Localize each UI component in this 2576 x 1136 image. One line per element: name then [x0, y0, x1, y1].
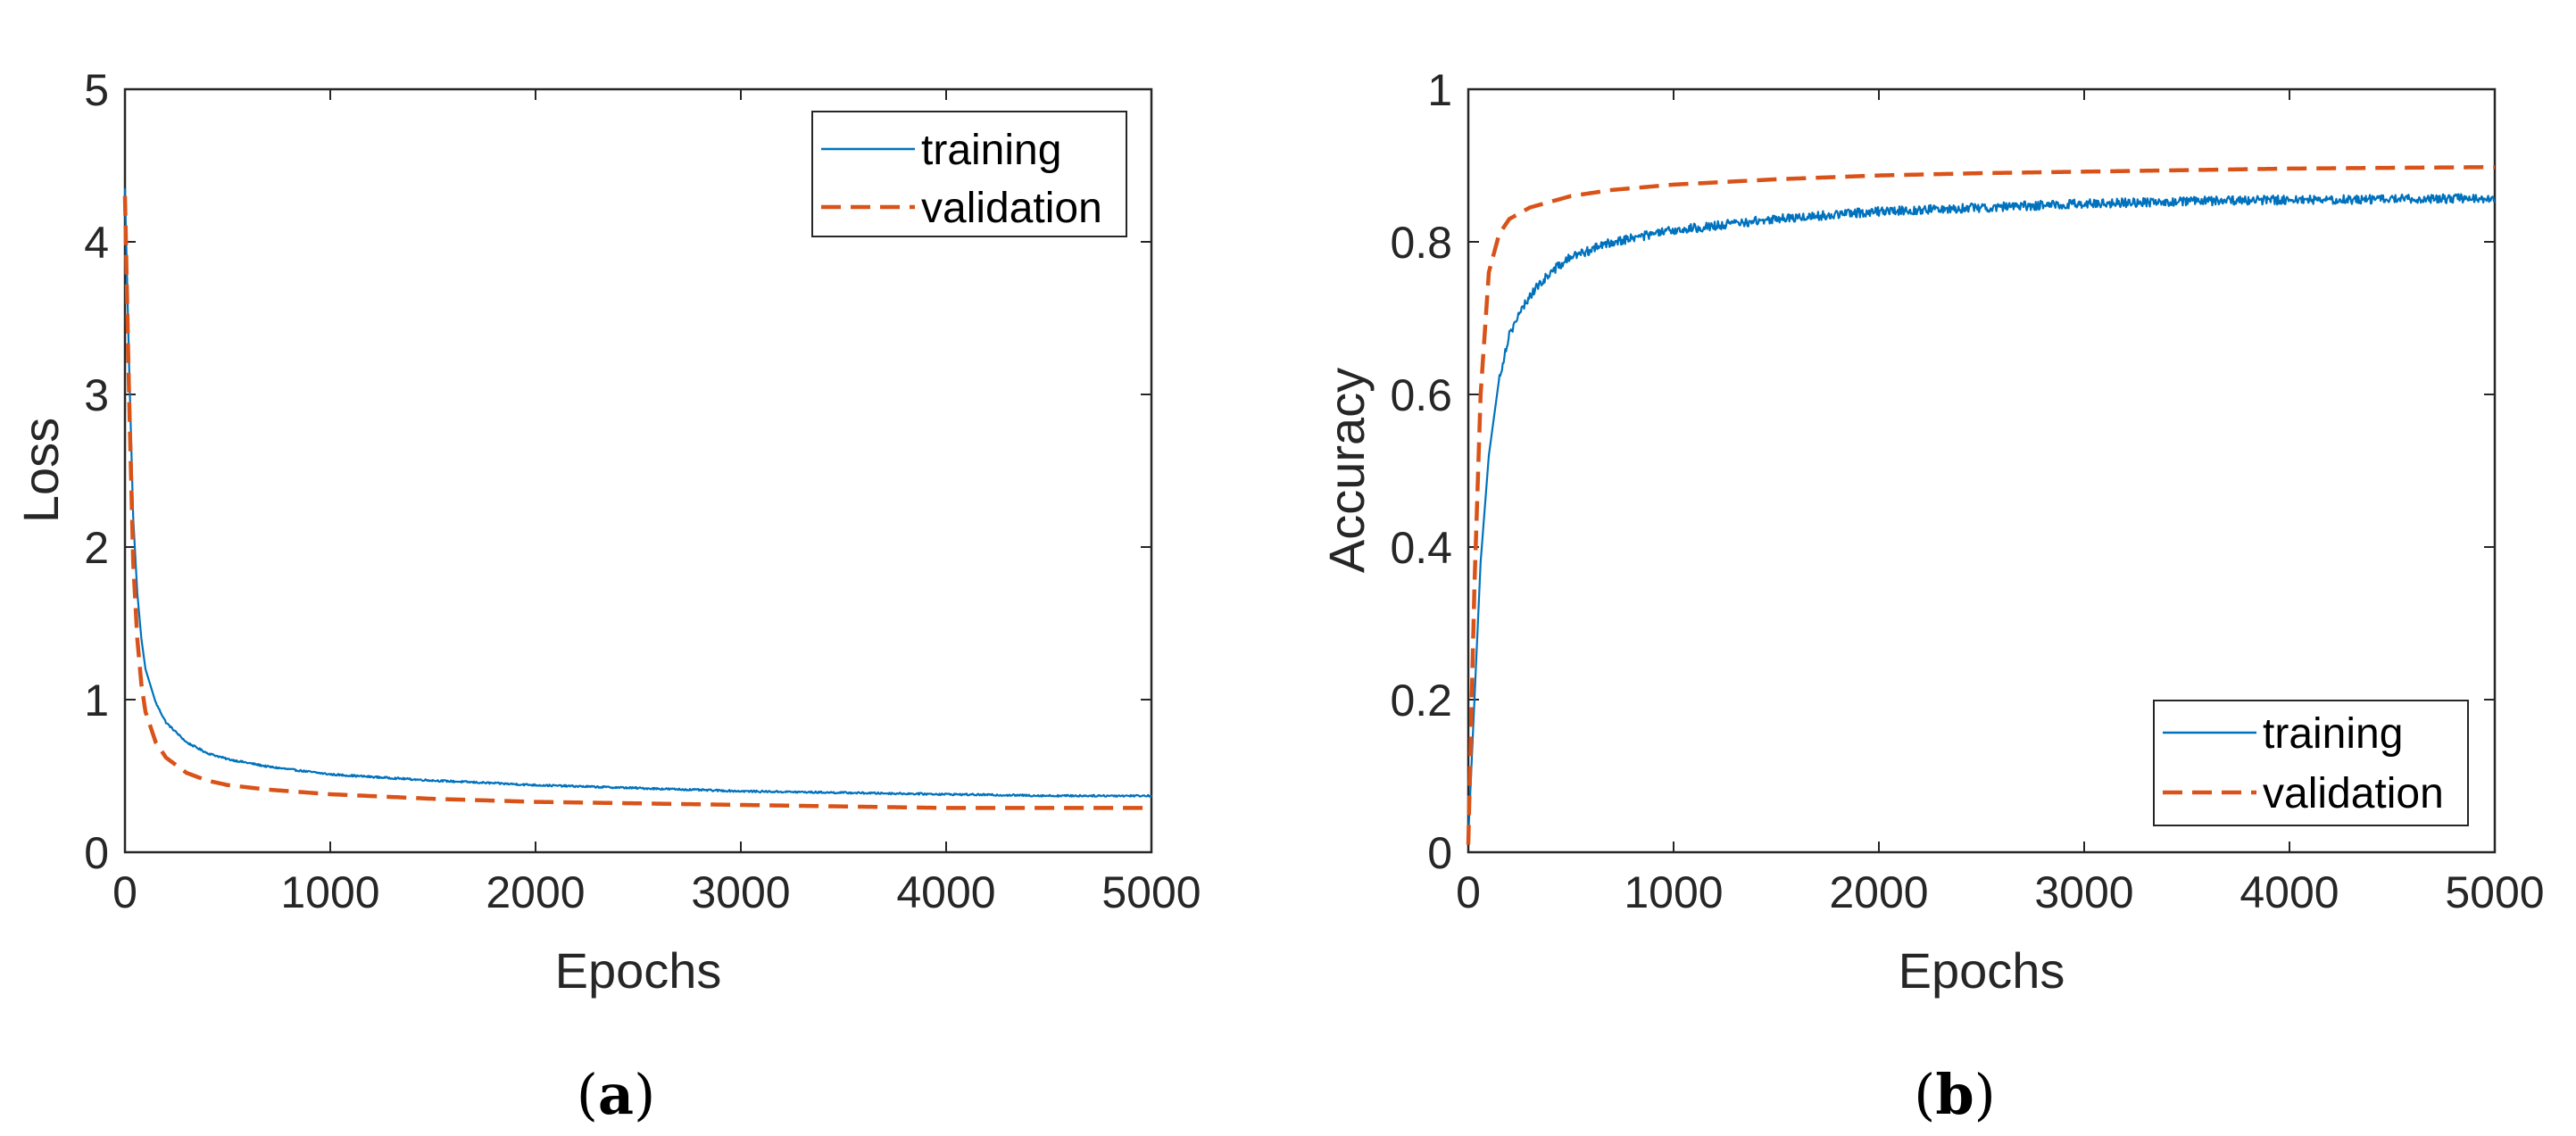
- panel-b-y-tick-label: 0.6: [1390, 370, 1452, 420]
- panel-a-x-tick-label: 1000: [280, 867, 379, 917]
- panel-b-legend: training validation: [2153, 700, 2469, 826]
- panel-a-y-axis-title: Loss: [12, 418, 69, 523]
- panel-a-legend-validation-label: validation: [921, 185, 1102, 232]
- panel-a-y-tick-label: 2: [84, 523, 109, 573]
- caption-b-open: (: [1914, 1062, 1935, 1127]
- caption-b-close: ): [1974, 1062, 1996, 1127]
- panel-b-chart: 0 1000 2000 3000 4000 5000 0 0.2 0.4 0.6 0.8 1 Epo…: [1318, 65, 2545, 999]
- panel-b-x-tick-label: 4000: [2239, 867, 2339, 917]
- panel-b-y-tick-label: 1: [1427, 65, 1452, 115]
- caption-a-open: (: [577, 1062, 598, 1127]
- panel-a-legend-box: [811, 111, 1127, 237]
- panel-a-x-tick-label: 2000: [486, 867, 585, 917]
- caption-a: (a): [577, 1062, 656, 1127]
- panel-a-x-tick-labels: 0 1000 2000 3000 4000 5000: [112, 867, 1201, 917]
- panel-b-y-tick-label: 0.2: [1390, 676, 1452, 726]
- panel-a-x-tick-label: 3000: [691, 867, 790, 917]
- panel-b-y-tick-label: 0.8: [1390, 218, 1452, 268]
- caption-a-close: ): [634, 1062, 655, 1127]
- panel-b-series-validation: [1466, 164, 2496, 845]
- panel-b-y-axis-title: Accuracy: [1318, 368, 1375, 573]
- panel-b-tick-marks: [1467, 88, 2496, 853]
- panel-a-x-axis-title: Epochs: [555, 942, 722, 999]
- caption-b-label: b: [1935, 1062, 1974, 1127]
- panel-a-x-tick-label: 5000: [1101, 867, 1201, 917]
- caption-a-label: a: [598, 1062, 634, 1127]
- panel-b-series-group: [1466, 164, 2496, 845]
- panel-b-series-training: [1467, 193, 2496, 837]
- panel-a-series-training: [123, 188, 1152, 798]
- panel-a-chart: 0 1000 2000 3000 4000 5000 0 1 2 3 4 5 Epochs Loss…: [12, 65, 1201, 999]
- panel-b-x-axis-title: Epochs: [1899, 942, 2065, 999]
- panel-a-legend: training validation: [811, 111, 1127, 237]
- panel-b-y-tick-label: 0.4: [1390, 523, 1452, 573]
- panel-a-y-tick-label: 5: [84, 65, 109, 115]
- panel-a-series-group: [122, 188, 1152, 810]
- panel-b-legend-validation-label: validation: [2263, 770, 2444, 817]
- panel-b-y-tick-labels: 0 0.2 0.4 0.6 0.8 1: [1390, 65, 1452, 878]
- panel-a-y-tick-label: 4: [84, 218, 109, 268]
- panel-a-legend-training-label: training: [921, 127, 1061, 174]
- panel-b-legend-training-label: training: [2263, 710, 2403, 758]
- panel-a-y-tick-labels: 0 1 2 3 4 5: [84, 65, 109, 878]
- panel-b-x-tick-label: 2000: [1829, 867, 1928, 917]
- panel-a-y-tick-label: 0: [84, 828, 109, 878]
- panel-a-y-tick-label: 1: [84, 676, 109, 726]
- panel-b-x-tick-label: 0: [1456, 867, 1481, 917]
- panel-b-x-tick-label: 1000: [1624, 867, 1723, 917]
- panel-b-legend-box: [2153, 700, 2469, 826]
- panel-b-x-tick-label: 3000: [2034, 867, 2133, 917]
- panel-b-x-tick-labels: 0 1000 2000 3000 4000 5000: [1456, 867, 2545, 917]
- panel-b-y-tick-label: 0: [1427, 828, 1452, 878]
- panel-a-y-tick-label: 3: [84, 370, 109, 420]
- panel-a-x-tick-label: 4000: [896, 867, 995, 917]
- panel-a-series-validation: [122, 195, 1151, 810]
- panel-b-x-tick-label: 5000: [2445, 867, 2544, 917]
- caption-b: (b): [1914, 1062, 1996, 1127]
- panel-a-x-tick-label: 0: [112, 867, 137, 917]
